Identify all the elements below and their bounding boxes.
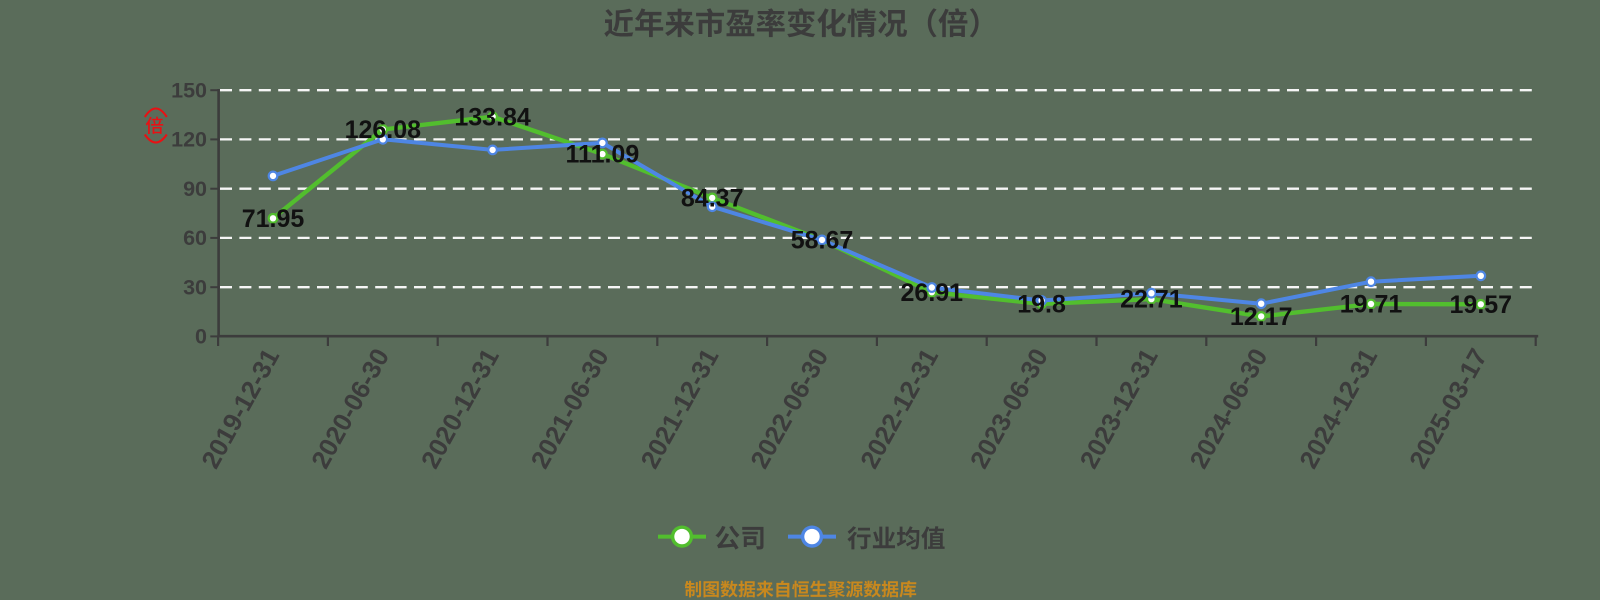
svg-text:2021-12-31: 2021-12-31 xyxy=(636,344,724,473)
svg-text:2022-06-30: 2022-06-30 xyxy=(746,344,834,473)
svg-text:2020-06-30: 2020-06-30 xyxy=(307,344,395,473)
svg-text:2019-12-31: 2019-12-31 xyxy=(197,344,285,473)
svg-text:22.71: 22.71 xyxy=(1120,286,1183,314)
svg-text:2023-12-31: 2023-12-31 xyxy=(1075,344,1163,473)
svg-text:0: 0 xyxy=(195,325,207,349)
svg-text:71.95: 71.95 xyxy=(242,205,305,233)
svg-text:84.37: 84.37 xyxy=(681,185,744,213)
svg-text:2022-12-31: 2022-12-31 xyxy=(856,344,944,473)
svg-text:2023-06-30: 2023-06-30 xyxy=(965,344,1053,473)
svg-text:2021-06-30: 2021-06-30 xyxy=(526,344,614,473)
svg-text:58.67: 58.67 xyxy=(791,227,854,255)
svg-text:2025-03-17: 2025-03-17 xyxy=(1405,344,1493,473)
svg-text:126.08: 126.08 xyxy=(345,116,422,144)
svg-text:120: 120 xyxy=(171,128,207,152)
svg-text:26.91: 26.91 xyxy=(901,279,964,307)
svg-text:150: 150 xyxy=(171,78,207,102)
svg-text:2020-12-31: 2020-12-31 xyxy=(416,344,504,473)
svg-text:30: 30 xyxy=(183,275,207,299)
svg-text:90: 90 xyxy=(183,177,207,201)
svg-text:19.57: 19.57 xyxy=(1450,291,1513,319)
svg-text:19.8: 19.8 xyxy=(1017,291,1066,319)
svg-text:2024-06-30: 2024-06-30 xyxy=(1185,344,1273,473)
svg-text:12.17: 12.17 xyxy=(1230,303,1293,331)
svg-text:133.84: 133.84 xyxy=(454,103,531,131)
svg-text:111.09: 111.09 xyxy=(566,141,640,169)
svg-text:19.71: 19.71 xyxy=(1340,291,1403,319)
svg-text:2024-12-31: 2024-12-31 xyxy=(1295,344,1383,473)
svg-text:60: 60 xyxy=(183,226,207,250)
